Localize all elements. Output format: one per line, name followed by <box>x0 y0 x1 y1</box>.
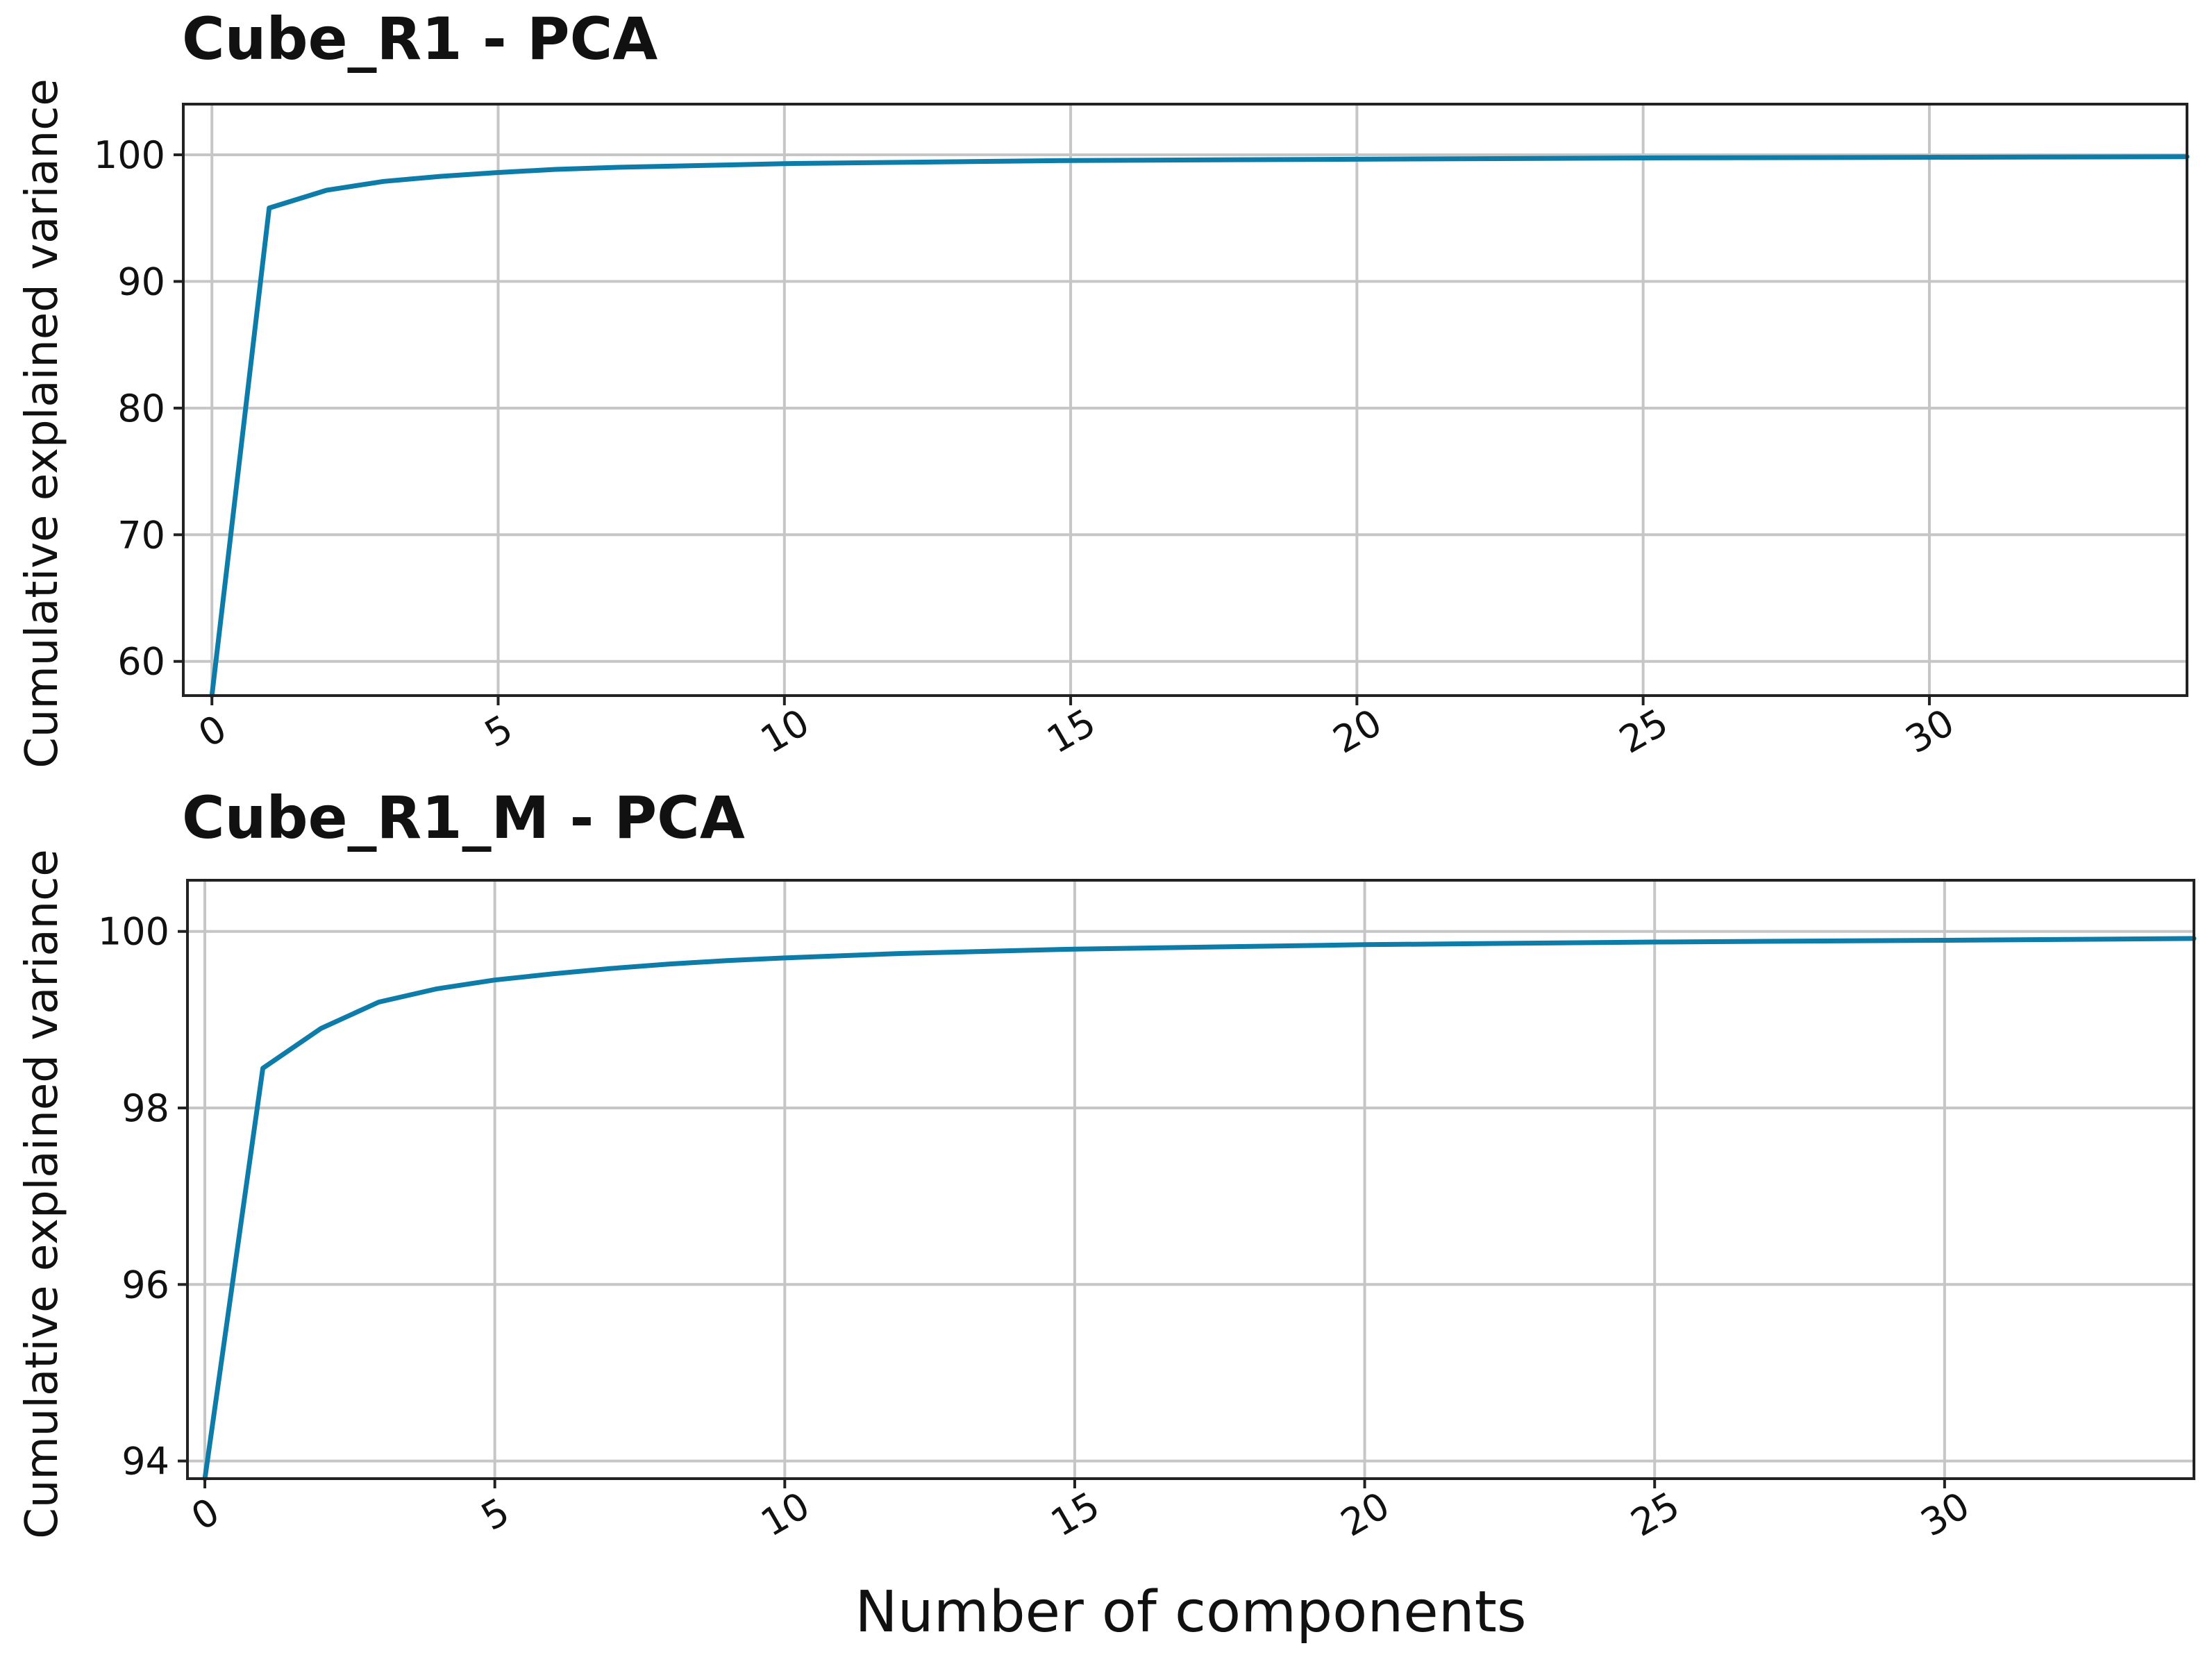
y-tick-label: 100 <box>94 133 165 177</box>
x-tick-label: 30 <box>1898 700 1961 762</box>
grid <box>187 880 2194 1479</box>
chart-title: Cube_R1_M - PCA <box>182 784 745 852</box>
y-tick-label: 94 <box>122 1440 169 1484</box>
grid <box>183 104 2187 696</box>
x-tick-label: 30 <box>1913 1484 1977 1545</box>
y-tick-label: 96 <box>122 1263 169 1306</box>
series-layer <box>209 154 2190 698</box>
y-axis-label: Cumulative explained variance <box>17 849 68 1539</box>
series-line <box>202 936 2197 1481</box>
x-axis-label: Number of components <box>855 1579 1526 1645</box>
y-axis-label: Cumulative explained variance <box>17 78 68 768</box>
y-tick-label: 98 <box>122 1086 169 1130</box>
x-tick-label: 0 <box>191 706 233 756</box>
chart-cube-r1: Cube_R1 - PCA Cumulative explained varia… <box>17 5 2190 768</box>
x-tick-label: 25 <box>1623 1484 1686 1545</box>
y-tick-label: 60 <box>117 640 165 684</box>
x-tick-label: 20 <box>1326 700 1389 762</box>
series-line <box>209 154 2190 698</box>
y-tick-label: 80 <box>117 387 165 430</box>
x-tick-label: 10 <box>754 1484 817 1545</box>
ticks-layer: 0 5 10 15 20 25 30 94 96 98 100 <box>98 910 1977 1545</box>
x-tick-label: 15 <box>1039 700 1103 762</box>
y-tick-label: 70 <box>117 513 165 557</box>
series-layer <box>202 936 2197 1481</box>
x-tick-label: 20 <box>1334 1484 1397 1545</box>
ticks-layer: 0 5 10 15 20 25 30 60 70 80 90 100 <box>94 133 1961 762</box>
x-tick-label: 10 <box>753 700 816 762</box>
x-tick-label: 15 <box>1044 1484 1107 1545</box>
chart-cube-r1-m: Cube_R1_M - PCA Cumulative explained var… <box>17 784 2197 1545</box>
x-tick-label: 5 <box>474 1489 517 1539</box>
chart-title: Cube_R1 - PCA <box>182 5 657 73</box>
x-tick-label: 5 <box>478 706 520 756</box>
plot-area <box>182 103 2188 697</box>
y-tick-label: 90 <box>117 260 165 303</box>
plot-area <box>186 879 2195 1480</box>
x-tick-label: 25 <box>1612 700 1675 762</box>
x-tick-label: 0 <box>184 1489 226 1539</box>
y-tick-label: 100 <box>98 910 169 954</box>
